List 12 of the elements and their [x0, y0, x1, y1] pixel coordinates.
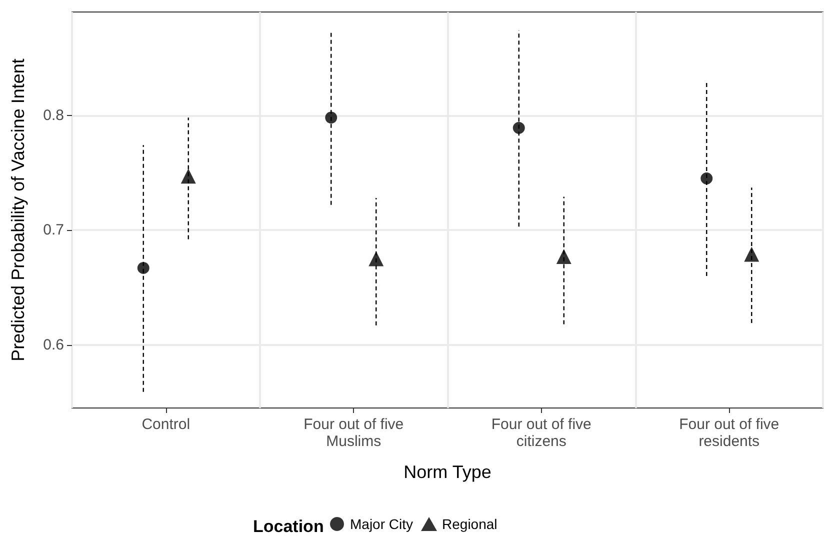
y-tick-label: 0.7: [43, 222, 64, 239]
x-tick-label: Four out of five residents: [679, 416, 780, 450]
legend-label: Regional: [442, 516, 498, 532]
x-tick-label: Four out of five citizens: [491, 416, 592, 450]
x-axis-title: Norm Type: [404, 462, 492, 482]
legend-label: Major City: [350, 516, 414, 532]
y-axis-title: Predicted Probability of Vaccine Intent: [8, 58, 28, 362]
legend-title: Location: [253, 517, 324, 536]
y-tick-label: 0.8: [43, 106, 64, 124]
y-tick-label: 0.6: [43, 336, 64, 354]
x-tick-label: Control: [142, 416, 190, 433]
x-tick-label: Four out of five Muslims: [304, 416, 404, 450]
